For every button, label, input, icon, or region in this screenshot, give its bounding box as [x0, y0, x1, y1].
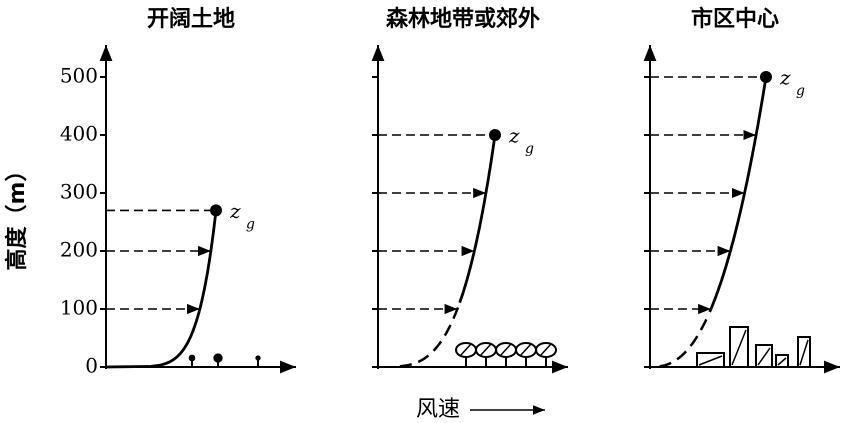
gradient-symbol: z: [508, 124, 520, 148]
gradient-point: [489, 129, 501, 141]
gradient-subscript: g: [525, 141, 534, 157]
tree-hatch: [539, 343, 552, 357]
y-tick-label: 200: [60, 238, 98, 262]
building-hatch: [731, 329, 747, 366]
gradient-symbol: z: [229, 199, 241, 223]
building-hatch: [757, 347, 771, 366]
building-hatch: [777, 357, 787, 366]
y-tick-label: 300: [60, 180, 98, 204]
y-tick-label: 400: [60, 122, 98, 146]
profile-curve: [708, 77, 768, 313]
tree-hatch: [479, 343, 492, 357]
gradient-symbol: z: [779, 66, 791, 90]
y-axis-label: 高度（m）: [4, 160, 30, 271]
profile-curve: [105, 210, 218, 369]
y-tick-label: 500: [60, 64, 98, 88]
gradient-subscript: g: [796, 83, 805, 99]
tree-hatch: [519, 343, 532, 357]
profile-dashed: [399, 303, 461, 368]
gradient-subscript: g: [246, 216, 255, 232]
gradient-point: [210, 204, 222, 217]
building-hatch: [698, 355, 723, 366]
y-tick-label: 100: [60, 296, 98, 320]
gradient-point: [760, 71, 772, 83]
shrub: [213, 353, 223, 363]
profile-curve: [458, 135, 497, 304]
profile-dashed: [659, 312, 711, 368]
panel-title: 森林地带或郊外: [386, 6, 540, 32]
panel-title: 市区中心: [691, 6, 779, 32]
x-axis-label: 风速: [416, 397, 460, 422]
shrub: [255, 355, 261, 361]
tree-hatch: [459, 343, 472, 357]
y-tick-label: 0: [85, 354, 98, 378]
tree-hatch: [499, 343, 512, 357]
shrub: [188, 354, 196, 362]
panel-title: 开阔土地: [147, 7, 235, 32]
building-hatch: [799, 339, 809, 366]
